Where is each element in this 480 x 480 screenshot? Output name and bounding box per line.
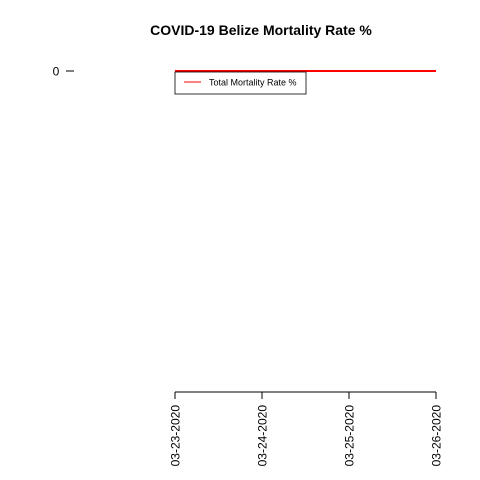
y-axis: 0	[53, 65, 74, 79]
y-tick-label: 0	[53, 65, 60, 79]
x-tick-label: 03-25-2020	[343, 405, 357, 467]
chart-title: COVID-19 Belize Mortality Rate %	[150, 22, 372, 38]
x-axis: 03-23-2020 03-24-2020 03-25-2020 03-26-2020	[169, 391, 444, 467]
x-tick-label: 03-23-2020	[169, 405, 183, 467]
legend: Total Mortality Rate %	[174, 71, 307, 95]
x-tick-label: 03-26-2020	[430, 405, 444, 467]
legend-label: Total Mortality Rate %	[209, 78, 297, 88]
legend-box	[174, 71, 307, 95]
x-tick-label: 03-24-2020	[256, 405, 270, 467]
